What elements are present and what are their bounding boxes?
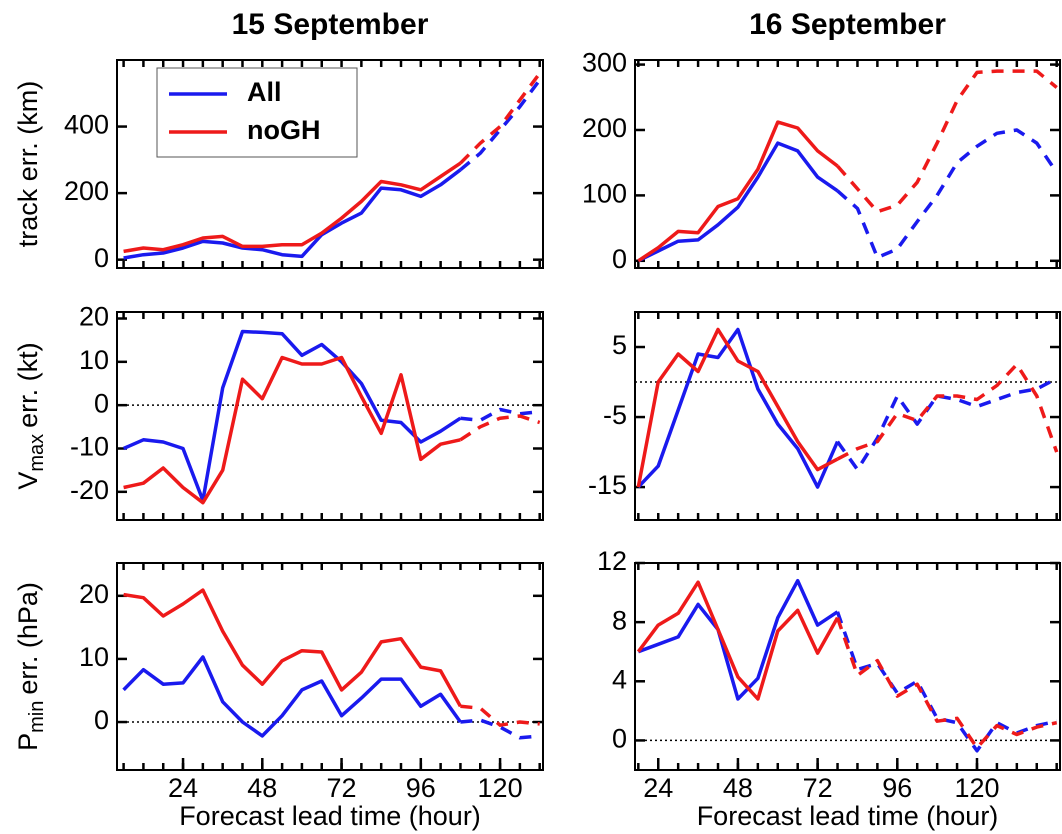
series-group — [122, 588, 540, 740]
y-tick-label: 200 — [582, 113, 627, 143]
series-line — [122, 329, 462, 503]
x-tick-label: 48 — [723, 773, 753, 803]
series-line — [123, 161, 462, 254]
series-line-dashed — [460, 718, 540, 740]
y-tick-label: -10 — [70, 432, 109, 462]
series-line-dashed — [459, 78, 542, 172]
x-tick-label: 48 — [247, 773, 277, 803]
y-tick-label: 5 — [612, 330, 627, 360]
y-tick-label: 300 — [582, 48, 627, 78]
series-line — [122, 655, 462, 738]
y-tick-label: 200 — [64, 176, 109, 206]
x-tick-label: 24 — [168, 773, 198, 803]
series-line-dashed — [836, 128, 1059, 260]
series-group — [123, 72, 542, 260]
y-tick-label: -20 — [70, 475, 109, 505]
x-tick-label: 96 — [882, 773, 912, 803]
y-label-base: P — [13, 733, 43, 751]
y-tick-label: 20 — [79, 579, 109, 609]
series-group — [636, 327, 1059, 489]
y-tick-label: 10 — [79, 345, 109, 375]
legend-label: All — [247, 77, 282, 107]
x-tick-label: 96 — [406, 773, 436, 803]
legend-label: noGH — [247, 115, 321, 145]
legend-box — [156, 67, 358, 158]
x-axis-label: Forecast lead time (hour) — [179, 801, 481, 831]
y-tick-label: 0 — [94, 388, 109, 418]
series-line — [637, 141, 839, 263]
series-group — [636, 578, 1058, 753]
panel-title: 16 September — [749, 8, 946, 41]
y-tick-label: 0 — [94, 243, 109, 273]
panel: -15 -5 5 — [588, 311, 1061, 521]
y-tick-label: -15 — [588, 470, 627, 500]
x-tick-label: 72 — [327, 773, 357, 803]
x-tick-label: 120 — [954, 773, 999, 803]
series-line-dashed — [460, 407, 540, 423]
y-label-base: V — [13, 472, 43, 490]
panel-frame — [634, 562, 1061, 771]
y-tick-label: 8 — [612, 605, 627, 635]
y-tick-label: 0 — [94, 705, 109, 735]
series-line — [637, 120, 839, 263]
y-label-sub: min — [26, 701, 48, 733]
series-line — [637, 327, 840, 489]
y-axis-label: Vmax err. (kt) — [13, 342, 48, 489]
y-tick-label: 4 — [612, 664, 627, 694]
y-tick-label: 0 — [612, 244, 627, 274]
series-line — [123, 168, 462, 260]
panel: -20 -10 0 10 20 Vmax err. (kt) — [13, 302, 544, 521]
series-line — [636, 580, 840, 701]
series-line-dashed — [459, 72, 542, 165]
y-tick-label: 12 — [597, 546, 627, 576]
series-line-dashed — [836, 376, 1058, 472]
y-tick-label: 100 — [582, 179, 627, 209]
y-axis-label: Pmin err. (hPa) — [13, 582, 48, 751]
y-tick-label: 20 — [79, 302, 109, 332]
panel-frame — [634, 59, 1061, 269]
series-line-dashed — [836, 362, 1059, 461]
y-axis-label: track err. (km) — [13, 81, 43, 248]
series-line — [123, 588, 462, 708]
panel: 24 48 72 96 120 0 10 20 Forecast lead time (hour… — [13, 562, 544, 831]
series-line-dashed — [460, 704, 540, 727]
panel: 15 September 0 200 400 track err. (km) All noG… — [13, 8, 544, 273]
series-line-dashed — [835, 617, 1058, 750]
series-line-dashed — [836, 69, 1058, 214]
series-line — [123, 355, 461, 505]
y-tick-label: 10 — [79, 642, 109, 672]
panel-title: 15 September — [232, 8, 429, 41]
panel: 16 September 0 100 200 300 — [582, 8, 1061, 274]
series-group — [637, 69, 1059, 263]
y-tick-label: 0 — [612, 724, 627, 754]
y-label-sub: max — [26, 434, 48, 472]
series-line — [637, 578, 839, 701]
panel-frame — [116, 562, 544, 771]
x-tick-label: 24 — [643, 773, 673, 803]
y-label-text: err. (kt) — [13, 342, 43, 428]
x-axis-label: Forecast lead time (hour) — [697, 801, 999, 831]
y-tick-label: -5 — [603, 400, 627, 430]
series-line-dashed — [835, 611, 1058, 753]
y-label-text: err. (hPa) — [13, 582, 43, 695]
panel-frame — [634, 311, 1061, 521]
panel-frame — [116, 59, 544, 269]
series-line-dashed — [459, 414, 541, 442]
series-line — [636, 327, 839, 488]
series-group — [122, 329, 541, 505]
panel-frame — [116, 311, 544, 521]
x-tick-label: 72 — [803, 773, 833, 803]
x-tick-label: 120 — [478, 773, 523, 803]
y-tick-label: 400 — [64, 110, 109, 140]
